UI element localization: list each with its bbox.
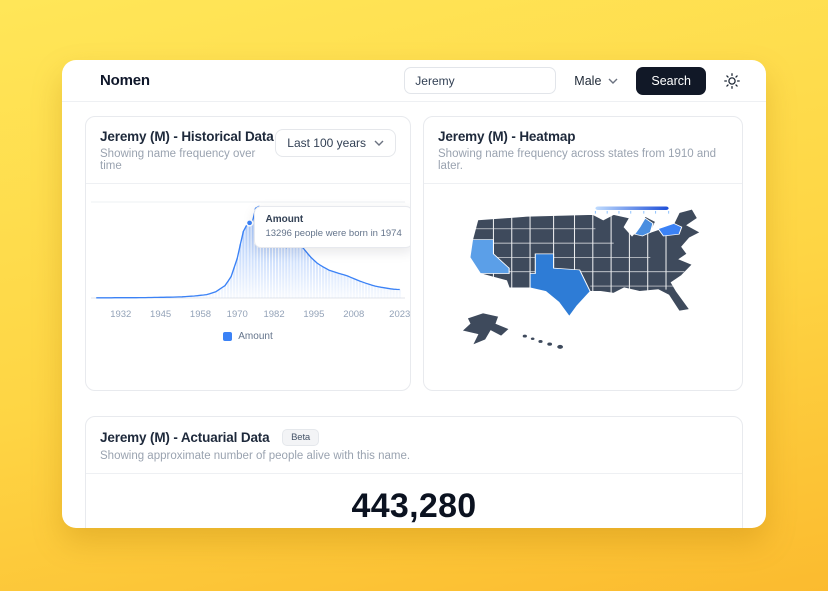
content-area: Jeremy (M) - Historical Data Showing nam…: [62, 102, 766, 528]
beta-badge: Beta: [282, 429, 320, 446]
heatmap-card-title: Jeremy (M) - Heatmap: [438, 129, 576, 144]
x-axis-tick: 1932: [110, 309, 132, 320]
state-new-york[interactable]: [657, 223, 683, 237]
alive-count: 443,280: [351, 487, 477, 525]
historical-card-title: Jeremy (M) - Historical Data: [100, 129, 274, 144]
app-header: Nomen Male Search: [62, 60, 766, 102]
state-texas[interactable]: [529, 253, 591, 318]
card-divider: [424, 183, 742, 184]
x-axis-tick: 2023: [389, 309, 411, 320]
historical-card-subtitle: Showing name frequency over time: [100, 148, 256, 172]
top-cards-row: Jeremy (M) - Historical Data Showing nam…: [85, 116, 743, 391]
us-heatmap-area: [424, 184, 742, 364]
x-axis-tick: 1945: [150, 309, 172, 320]
x-axis-tick: 1982: [263, 309, 285, 320]
state-alaska[interactable]: [461, 312, 510, 346]
range-select[interactable]: Last 100 years: [275, 129, 396, 157]
historical-card-header: Jeremy (M) - Historical Data Showing nam…: [86, 117, 410, 183]
actuarial-title-text: Jeremy (M) - Actuarial Data: [100, 430, 270, 445]
state-hawaii[interactable]: [522, 334, 563, 349]
tooltip-text: 13296 people were born in 1974: [265, 228, 402, 239]
historical-card: Jeremy (M) - Historical Data Showing nam…: [85, 116, 411, 391]
card-divider: [86, 183, 410, 184]
us-mainland[interactable]: [469, 208, 701, 318]
card-divider: [86, 473, 742, 474]
actuarial-card: Jeremy (M) - Actuarial Data Beta Showing…: [85, 416, 743, 528]
heatmap-card-header: Jeremy (M) - Heatmap Showing name freque…: [424, 117, 742, 183]
state-michigan[interactable]: [633, 217, 654, 237]
actuarial-card-subtitle: Showing approximate number of people ali…: [100, 450, 411, 462]
us-map: [461, 206, 701, 349]
heatmap-card-subtitle: Showing name frequency across states fro…: [438, 148, 717, 172]
sun-icon: [724, 72, 740, 89]
gender-select[interactable]: Male: [566, 69, 626, 93]
x-axis-tick: 1995: [303, 309, 325, 320]
active-point-dot: [245, 219, 254, 227]
x-axis-tick: 1970: [226, 309, 248, 320]
app-window: Nomen Male Search: [62, 60, 766, 528]
brand-logo[interactable]: Nomen: [100, 72, 150, 89]
theme-toggle-button[interactable]: [720, 69, 744, 93]
chevron-down-icon: [608, 78, 618, 84]
alive-count-area: 443,280 people alive with this name: [86, 474, 742, 528]
chart-tooltip: Amount 13296 people were born in 1974: [254, 206, 410, 248]
search-button[interactable]: Search: [636, 66, 706, 95]
x-axis-tick: 2008: [343, 309, 365, 320]
actuarial-card-title: Jeremy (M) - Actuarial Data Beta: [100, 429, 410, 446]
header-controls: Male Search: [404, 66, 744, 95]
x-axis-labels: 1932 1945 1958 1970 1982 1995 2008 2023: [91, 309, 410, 322]
actuarial-card-header: Jeremy (M) - Actuarial Data Beta Showing…: [86, 417, 742, 473]
gender-select-value: Male: [574, 73, 602, 88]
heatmap-card: Jeremy (M) - Heatmap Showing name freque…: [423, 116, 743, 391]
state-california[interactable]: [469, 239, 510, 274]
search-input[interactable]: [404, 67, 557, 94]
history-chart-area: Amount 13296 people were born in 1974 19…: [86, 184, 410, 390]
legend-label: Amount: [238, 331, 273, 342]
range-select-value: Last 100 years: [287, 136, 366, 150]
legend-swatch: [223, 332, 233, 341]
x-axis-tick: 1958: [189, 309, 212, 320]
chart-legend: Amount: [91, 331, 405, 342]
heatmap-legend: [594, 206, 670, 214]
tooltip-title: Amount: [265, 214, 304, 225]
chevron-down-icon: [374, 140, 384, 146]
